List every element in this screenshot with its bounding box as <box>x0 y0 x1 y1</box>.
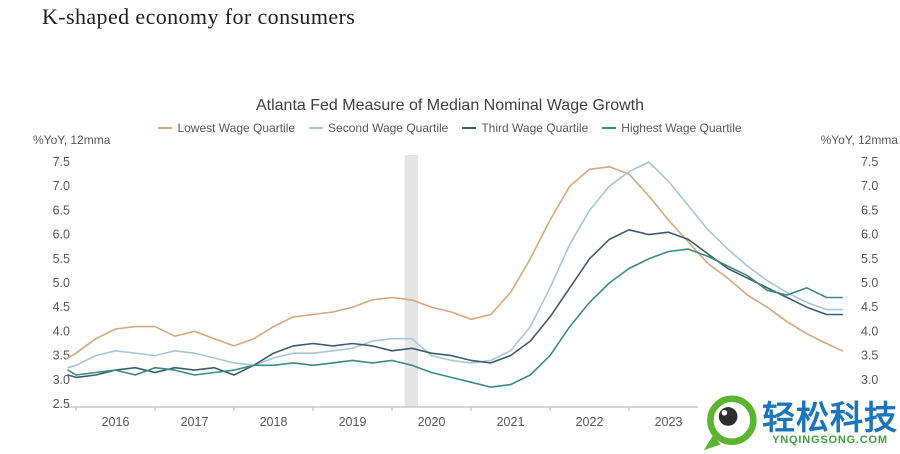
y-tick-label-right: 7.5 <box>861 155 878 169</box>
legend-item-highest-wage-quartile: Highest Wage Quartile <box>602 121 742 135</box>
legend-item-second-wage-quartile: Second Wage Quartile <box>309 121 448 135</box>
legend-dash-icon <box>158 127 173 129</box>
x-axis-year-label: 2023 <box>655 415 683 429</box>
y-tick-label-right: 5.0 <box>861 276 878 290</box>
y-tick-label-right: 3.0 <box>861 373 878 387</box>
y-tick-label-left: 4.0 <box>53 324 70 338</box>
series-line-third-wage-quartile <box>67 229 844 379</box>
x-axis-year-label: 2021 <box>497 415 525 429</box>
x-axis-year-label: 2017 <box>181 415 209 429</box>
legend-dash-icon <box>309 127 324 129</box>
legend-item-third-wage-quartile: Third Wage Quartile <box>462 121 588 135</box>
y-tick-label-left: 5.5 <box>53 252 70 266</box>
chart-legend: Lowest Wage Quartile Second Wage Quartile… <box>40 121 860 135</box>
y-tick-label-left: 7.0 <box>53 179 70 193</box>
recession-band <box>404 155 418 407</box>
legend-label: Lowest Wage Quartile <box>177 121 296 135</box>
y-axis-unit-label-left: %YoY, 12mma <box>33 133 111 147</box>
y-tick-label-right: 7.0 <box>861 179 878 193</box>
x-axis-year-label: 2020 <box>418 415 446 429</box>
y-tick-label-left: 4.5 <box>53 300 70 314</box>
series-line-highest-wage-quartile <box>67 248 844 388</box>
y-tick-label-right: 4.5 <box>861 300 878 314</box>
chart-title: Atlanta Fed Measure of Median Nominal Wa… <box>255 97 645 114</box>
y-tick-label-left: 2.5 <box>53 397 70 411</box>
y-tick-label-left: 3.5 <box>53 349 70 363</box>
series-line-lowest-wage-quartile <box>67 166 844 359</box>
legend-dash-icon <box>462 127 477 129</box>
y-tick-label-left: 6.5 <box>53 203 70 217</box>
y-tick-label-right: 3.5 <box>861 349 878 363</box>
y-tick-label-right: 6.0 <box>861 228 878 242</box>
y-tick-label-left: 3.0 <box>53 373 70 387</box>
page-heading: K-shaped economy for consumers <box>42 4 356 29</box>
y-tick-label-right: 4.0 <box>861 324 878 338</box>
y-tick-label-right: 6.5 <box>861 203 878 217</box>
y-tick-label-left: 7.5 <box>53 155 70 169</box>
y-axis-unit-label-right: %YoY, 12mma <box>820 133 898 147</box>
legend-dash-icon <box>602 127 617 129</box>
y-tick-label-left: 6.0 <box>53 228 70 242</box>
x-axis-year-label: 2022 <box>576 415 604 429</box>
x-axis-year-label: 2016 <box>102 415 130 429</box>
legend-label: Second Wage Quartile <box>328 121 449 135</box>
x-axis-year-label: 2019 <box>339 415 367 429</box>
magnifier-eye-logo-icon <box>703 395 757 451</box>
legend-item-lowest-wage-quartile: Lowest Wage Quartile <box>158 121 295 135</box>
watermark-brand-text: 轻松科技 <box>762 398 898 436</box>
watermark-domain-text: YNQINGSONG.COM <box>772 433 888 446</box>
y-tick-label-right: 5.5 <box>861 252 878 266</box>
legend-label: Highest Wage Quartile <box>621 121 742 135</box>
watermark: 轻松科技 YNQINGSONG.COM <box>698 392 900 454</box>
legend-label: Third Wage Quartile <box>481 121 589 135</box>
series-line-second-wage-quartile <box>67 161 844 369</box>
x-axis-year-label: 2018 <box>260 415 288 429</box>
y-tick-label-left: 5.0 <box>53 276 70 290</box>
